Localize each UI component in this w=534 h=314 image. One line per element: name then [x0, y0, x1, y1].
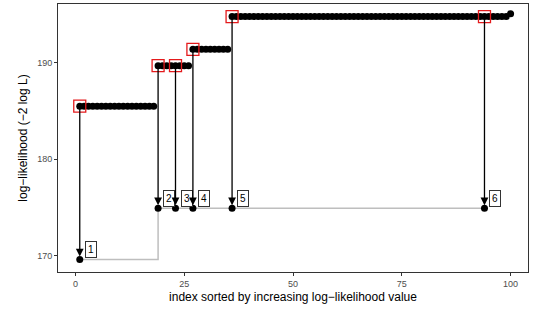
svg-text:180: 180: [37, 154, 52, 164]
svg-text:log−likelihood (−2 log L): log−likelihood (−2 log L): [16, 74, 30, 201]
svg-text:170: 170: [37, 251, 52, 261]
svg-text:4: 4: [201, 193, 207, 204]
svg-text:6: 6: [492, 193, 498, 204]
svg-text:50: 50: [288, 279, 298, 289]
svg-text:index sorted by increasing log: index sorted by increasing log−likelihoo…: [169, 290, 417, 304]
svg-text:5: 5: [240, 193, 246, 204]
svg-text:2: 2: [166, 193, 172, 204]
svg-text:100: 100: [503, 279, 518, 289]
svg-text:3: 3: [184, 193, 190, 204]
svg-text:1: 1: [88, 244, 94, 255]
svg-text:75: 75: [397, 279, 407, 289]
svg-text:190: 190: [37, 58, 52, 68]
svg-text:0: 0: [73, 279, 78, 289]
svg-text:25: 25: [179, 279, 189, 289]
